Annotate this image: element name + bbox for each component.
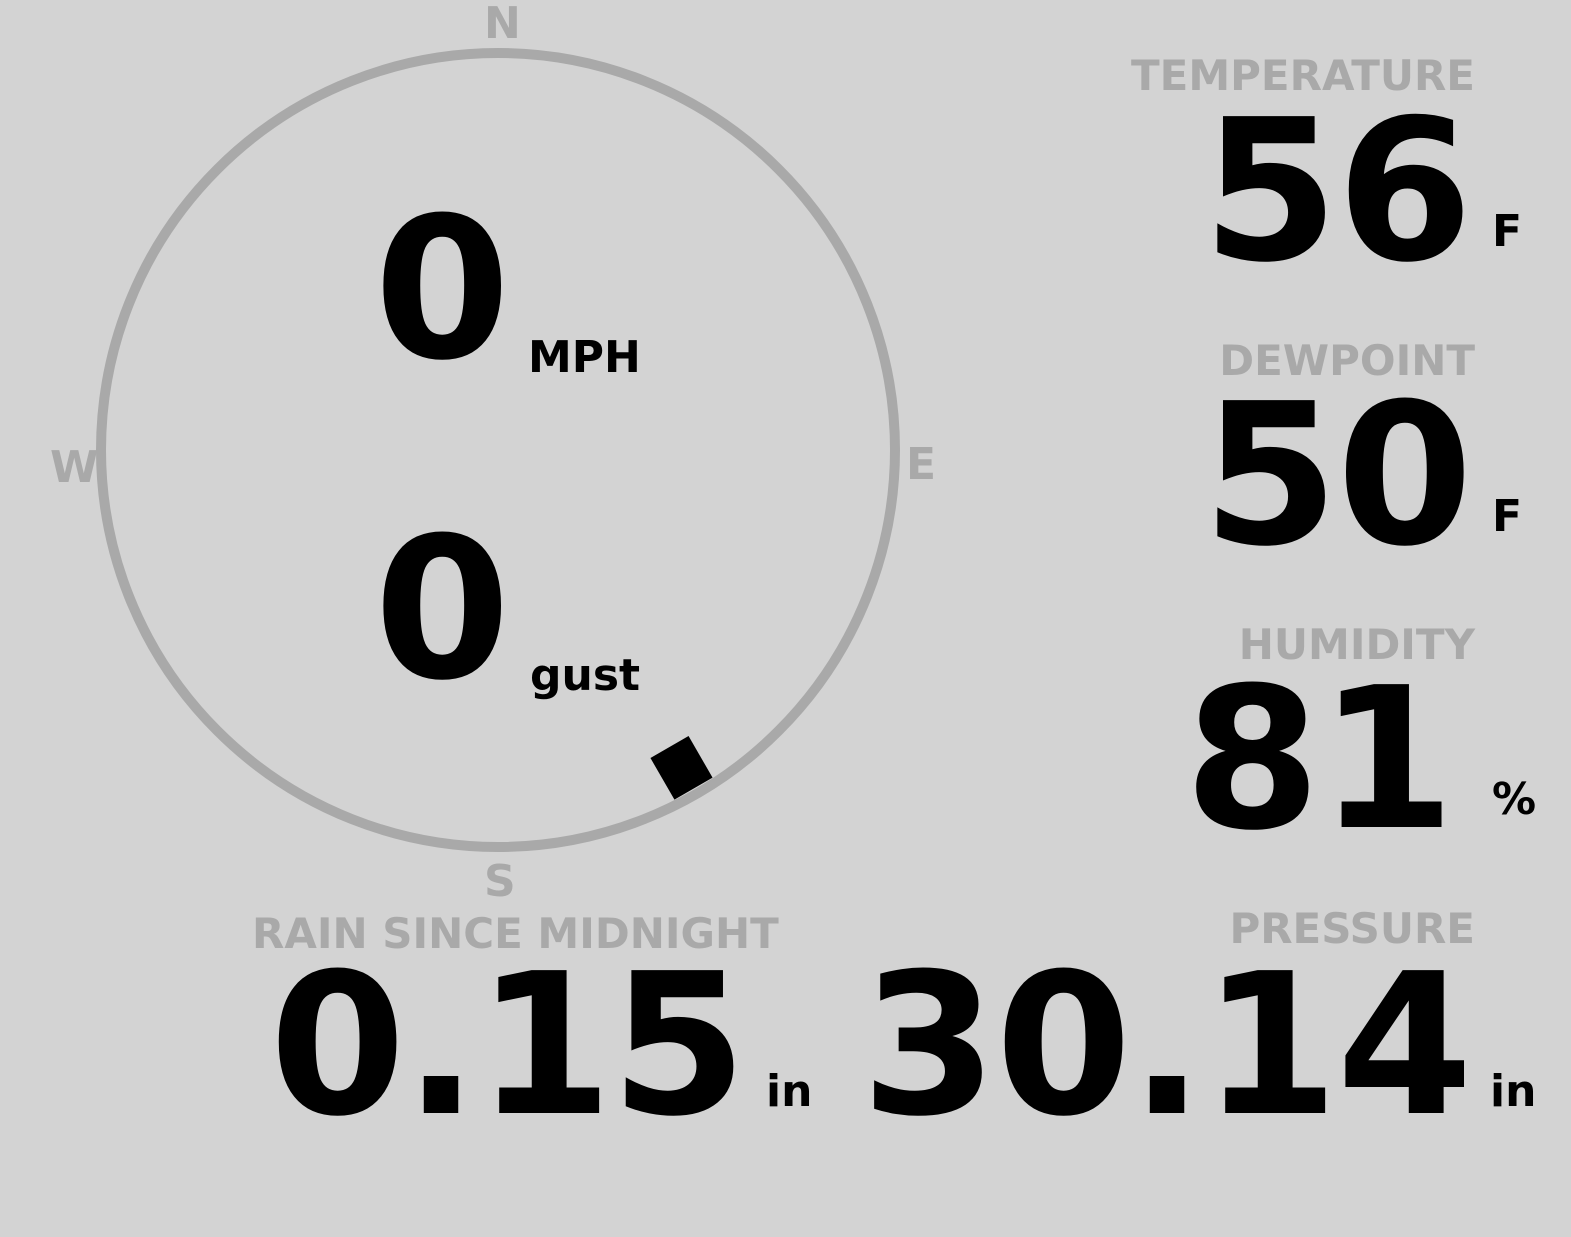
dewpoint-label: DEWPOINT	[1219, 336, 1475, 385]
humidity-label: HUMIDITY	[1238, 620, 1475, 669]
pressure-label: PRESSURE	[1229, 904, 1475, 953]
pressure-value: 30.14	[861, 932, 1473, 1160]
wind-direction-marker-box	[650, 736, 713, 800]
compass-east: E	[906, 439, 937, 490]
wind-gust-unit: gust	[530, 650, 641, 701]
wind-speed-value: 0	[374, 176, 510, 404]
temperature-label: TEMPERATURE	[1131, 51, 1475, 100]
dewpoint-unit: F	[1492, 491, 1523, 542]
wind-direction-marker	[650, 736, 713, 800]
humidity-value: 81	[1184, 646, 1455, 874]
compass-west: W	[50, 442, 99, 493]
wind-compass-ring	[96, 48, 900, 852]
pressure-unit: in	[1490, 1066, 1537, 1117]
rain-value: 0.15	[269, 932, 747, 1160]
wind-speed-unit: MPH	[528, 332, 641, 383]
compass-circle	[96, 48, 900, 852]
dewpoint-value: 50	[1202, 362, 1473, 590]
wind-gust-value: 0	[374, 496, 510, 724]
rain-unit: in	[766, 1066, 813, 1117]
temperature-value: 56	[1202, 78, 1473, 306]
rain-label: RAIN SINCE MIDNIGHT	[252, 909, 779, 958]
compass-north: N	[484, 0, 521, 49]
temperature-unit: F	[1492, 206, 1523, 257]
compass-south: S	[484, 856, 516, 907]
humidity-unit: %	[1492, 774, 1537, 825]
